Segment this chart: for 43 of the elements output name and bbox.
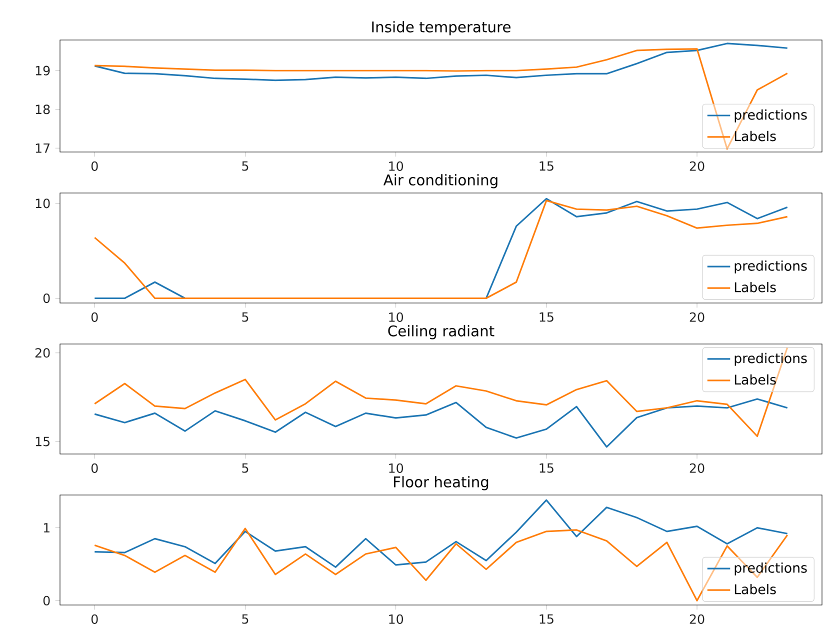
x-tick-label: 5 xyxy=(242,161,248,171)
x-tick-label: 5 xyxy=(242,312,248,322)
legend-label: predictions xyxy=(734,562,807,576)
y-tick-label: 0 xyxy=(43,293,50,304)
chart-title: Inside temperature xyxy=(372,21,510,36)
chart-title: Air conditioning xyxy=(383,174,498,188)
x-tick-label: 10 xyxy=(389,161,404,171)
legend-label: Labels xyxy=(734,130,776,142)
x-tick-label: 20 xyxy=(690,161,704,171)
x-tick-label: 20 xyxy=(690,614,704,624)
y-tick-label: 19 xyxy=(36,66,50,76)
x-tick-label: 5 xyxy=(242,463,248,473)
legend-label: predictions xyxy=(734,260,807,274)
chart-title: Floor heating xyxy=(394,476,488,490)
legend-label: predictions xyxy=(734,352,807,366)
x-tick-label: 15 xyxy=(540,614,554,624)
x-tick-label: 10 xyxy=(389,312,404,322)
line-series xyxy=(94,42,788,82)
y-tick-label: 18 xyxy=(36,104,50,114)
y-tick-label: 0 xyxy=(43,596,50,606)
x-tick-label: 15 xyxy=(540,463,554,473)
legend-label: predictions xyxy=(734,109,807,122)
x-tick-label: 20 xyxy=(690,312,704,322)
legend-label: Labels xyxy=(734,374,776,385)
y-tick-label: 20 xyxy=(35,348,50,358)
x-tick-label: 0 xyxy=(91,161,98,171)
x-tick-label: 0 xyxy=(91,312,98,322)
legend-label: Labels xyxy=(734,584,776,594)
x-tick-label: 5 xyxy=(242,614,248,624)
y-tick-label: 17 xyxy=(36,143,50,153)
chart-title: Ceiling radiant xyxy=(388,325,494,340)
y-tick-label: 10 xyxy=(36,198,50,208)
x-tick-label: 20 xyxy=(690,463,704,473)
y-tick-label: 1 xyxy=(44,523,50,532)
y-tick-label: 15 xyxy=(36,436,50,446)
line-series xyxy=(94,398,788,448)
x-tick-label: 15 xyxy=(540,312,554,322)
legend-label: Labels xyxy=(734,282,776,292)
x-tick-label: 0 xyxy=(91,463,98,473)
x-tick-label: 10 xyxy=(389,614,404,624)
x-tick-label: 10 xyxy=(389,463,404,473)
x-tick-label: 0 xyxy=(91,614,98,624)
x-tick-label: 15 xyxy=(540,161,554,171)
